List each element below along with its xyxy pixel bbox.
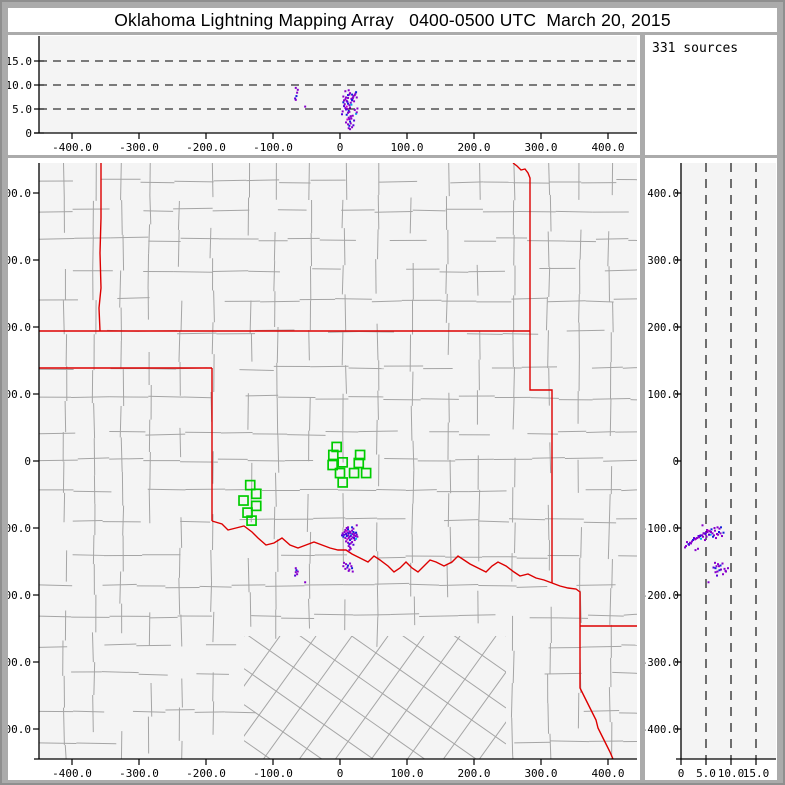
page-title: Oklahoma Lightning Mapping Array 0400-05… xyxy=(114,9,671,30)
svg-text:10.0: 10.0 xyxy=(718,767,745,780)
svg-text:-300.0: -300.0 xyxy=(8,656,31,669)
svg-text:-200.0: -200.0 xyxy=(186,767,226,780)
svg-text:400.0: 400.0 xyxy=(591,141,624,154)
title-bar: Oklahoma Lightning Mapping Array 0400-05… xyxy=(8,8,777,32)
svg-text:200.0: 200.0 xyxy=(457,767,490,780)
svg-text:300.0: 300.0 xyxy=(524,767,557,780)
svg-text:0: 0 xyxy=(678,767,685,780)
svg-text:0: 0 xyxy=(337,767,344,780)
svg-text:300.0: 300.0 xyxy=(8,254,31,267)
svg-text:100.0: 100.0 xyxy=(390,767,423,780)
svg-text:200.0: 200.0 xyxy=(8,321,31,334)
svg-text:-300.0: -300.0 xyxy=(119,767,159,780)
altitude-ns-panel: -400.0 -300.0 -200.0 -100.0 0 100.0 200.0 300.0… xyxy=(645,158,777,780)
svg-text:-200.0: -200.0 xyxy=(645,590,679,602)
sources-count-label: 331 sources xyxy=(652,41,739,56)
svg-text:-400.0: -400.0 xyxy=(8,723,31,736)
svg-text:15.0: 15.0 xyxy=(743,767,770,780)
svg-text:400.0: 400.0 xyxy=(591,767,624,780)
svg-text:0: 0 xyxy=(337,141,344,154)
svg-text:200.0: 200.0 xyxy=(647,322,679,334)
svg-text:-400.0: -400.0 xyxy=(52,767,92,780)
svg-text:15.0: 15.0 xyxy=(8,55,32,68)
svg-text:0: 0 xyxy=(673,456,679,468)
svg-text:-200.0: -200.0 xyxy=(8,589,31,602)
svg-text:100.0: 100.0 xyxy=(8,388,31,401)
svg-text:-100.0: -100.0 xyxy=(645,523,679,535)
altitude-ew-plot: 0 5.0 10.0 15.0 -400.0 -300.0 -200.0 -100.0 0 100… xyxy=(8,36,637,154)
svg-text:-100.0: -100.0 xyxy=(253,141,293,154)
map-panel: -400.0 -400.0 -300.0 -300.0 -200.0 -200.0 -100… xyxy=(8,158,640,780)
svg-text:0: 0 xyxy=(24,455,31,468)
svg-text:10.0: 10.0 xyxy=(8,79,32,92)
svg-text:100.0: 100.0 xyxy=(390,141,423,154)
svg-text:400.0: 400.0 xyxy=(647,188,679,200)
svg-text:5.0: 5.0 xyxy=(696,767,716,780)
svg-text:-400.0: -400.0 xyxy=(52,141,92,154)
svg-text:-100.0: -100.0 xyxy=(8,522,31,535)
svg-text:5.0: 5.0 xyxy=(12,103,32,116)
altitude-ns-plot: -400.0 -300.0 -200.0 -100.0 0 100.0 200.0 300.0… xyxy=(645,163,776,780)
altitude-ew-panel: 0 5.0 10.0 15.0 -400.0 -300.0 -200.0 -100.0 0 100… xyxy=(8,35,640,155)
svg-text:0: 0 xyxy=(25,127,32,140)
svg-text:400.0: 400.0 xyxy=(8,187,31,200)
svg-text:300.0: 300.0 xyxy=(647,255,679,267)
map-plot: -400.0 -400.0 -300.0 -300.0 -200.0 -200.0 -100… xyxy=(8,163,637,780)
svg-text:300.0: 300.0 xyxy=(524,141,557,154)
svg-text:-100.0: -100.0 xyxy=(253,767,293,780)
svg-text:-300.0: -300.0 xyxy=(645,657,679,669)
svg-text:-400.0: -400.0 xyxy=(645,724,679,736)
svg-text:100.0: 100.0 xyxy=(647,389,679,401)
svg-text:-300.0: -300.0 xyxy=(119,141,159,154)
svg-text:200.0: 200.0 xyxy=(457,141,490,154)
sources-count-box: 331 sources xyxy=(645,35,777,155)
svg-text:-200.0: -200.0 xyxy=(186,141,226,154)
